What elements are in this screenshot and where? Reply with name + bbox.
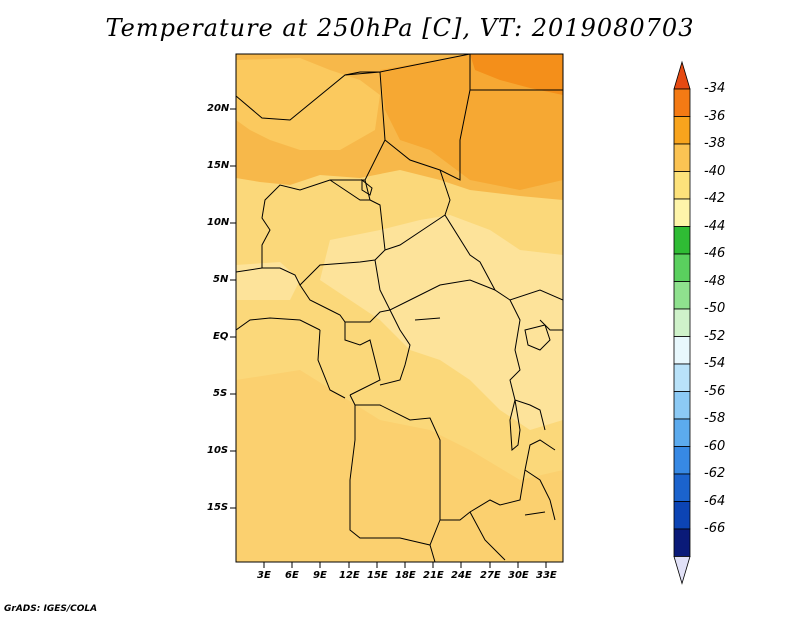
colorbar-swatch [673,253,691,282]
colorbar [673,60,691,585]
chart-title: Temperature at 250hPa [C], VT: 201908070… [105,14,695,42]
colorbar-swatch [673,391,691,420]
lon-label: 30E [508,570,529,581]
colorbar-label: -48 [704,273,726,289]
colorbar-label: -60 [704,438,726,454]
lat-label: EQ [213,331,229,342]
lon-label: 24E [451,570,472,581]
colorbar-label: -46 [704,246,726,261]
field-south [236,370,563,562]
colorbar-label: -62 [704,466,726,481]
lon-label: 9E [313,570,327,581]
colorbar-label: -40 [704,163,726,179]
colorbar-label: -58 [704,411,726,426]
colorbar-bottom-arrow [673,556,691,585]
map-frame [235,53,564,563]
colorbar-swatch [673,88,691,117]
colorbar-swatch [673,143,691,172]
lat-label: 5S [213,388,228,399]
lon-label: 12E [339,570,360,581]
lon-label: 15E [367,570,388,581]
colorbar-swatch [673,473,691,502]
colorbar-swatch [673,418,691,447]
colorbar-label: -36 [704,108,726,124]
field-central-light [320,215,563,430]
colorbar-label: -42 [704,191,726,206]
colorbar-label: -56 [704,383,726,399]
colorbar-swatch [673,226,691,255]
lat-label: 15N [207,160,230,171]
colorbar-label: -64 [704,493,726,509]
colorbar-swatch [673,501,691,530]
lon-ticks [263,562,547,568]
colorbar-label: -44 [704,218,726,234]
colorbar-swatch [673,281,691,310]
colorbar-swatch [673,363,691,392]
colorbar-label: -54 [704,356,726,371]
field-northeast [380,54,563,190]
lat-label: 10S [207,445,229,456]
colorbar-label: -38 [704,136,726,151]
colorbar-swatch [673,446,691,475]
colorbar-swatch [673,171,691,200]
colorbar-swatch [673,336,691,365]
lat-label: 10N [207,217,230,228]
lat-label: 15S [207,502,229,513]
lon-label: 27E [480,570,501,581]
colorbar-swatch [673,528,691,557]
colorbar-swatch [673,116,691,145]
lon-label: 18E [395,570,416,581]
lakes [361,178,551,516]
lon-label: 6E [285,570,299,581]
lat-ticks [230,108,236,509]
lon-label: 33E [536,570,557,581]
colorbar-label: -52 [704,328,726,344]
colorbar-label: -50 [704,301,726,316]
field-northwest [236,58,380,150]
lat-label: 5N [213,274,229,285]
footer-credit: GrADS: IGES/COLA [4,604,98,614]
lon-label: 3E [257,570,271,581]
lon-label: 21E [423,570,444,581]
colorbar-label: -66 [704,521,726,536]
field-west-light [236,262,300,300]
field-corner [470,54,563,95]
colorbar-label: -34 [704,81,726,96]
colorbar-swatch [673,198,691,227]
colorbar-swatch [673,308,691,337]
country-borders [236,54,563,562]
colorbar-top-arrow [673,60,691,90]
lat-label: 20N [207,103,230,114]
